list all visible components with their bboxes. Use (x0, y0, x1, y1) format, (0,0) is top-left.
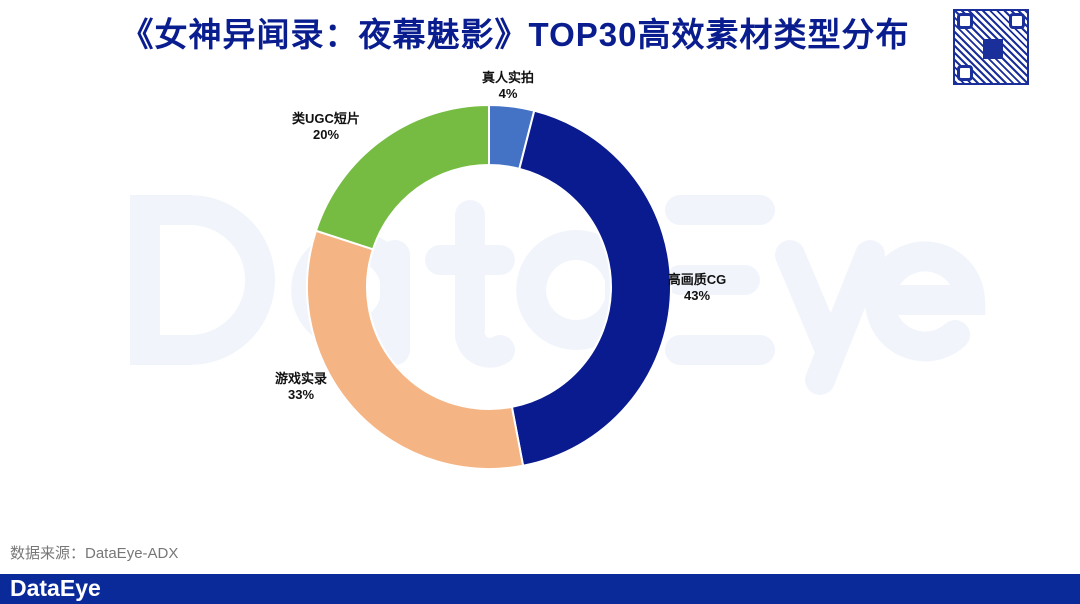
slice-category-label: 类UGC短片 (292, 111, 360, 126)
slice-2 (510, 109, 672, 467)
slice-value-label: 33% (288, 387, 314, 402)
footer-bar: DataEye (0, 574, 1080, 604)
slice-value-label: 20% (313, 127, 339, 142)
qr-code (953, 9, 1029, 85)
slice-category-label: 真人实拍 (482, 70, 534, 85)
slice-3 (306, 229, 525, 470)
slice-category-label: 游戏实录 (275, 371, 327, 386)
data-source: 数据来源：DataEye-ADX (10, 545, 179, 562)
footer-logo: DataEye (10, 575, 101, 601)
slice-4 (314, 103, 490, 251)
slice-value-label: 43% (684, 288, 710, 303)
slice-value-label: 4% (499, 86, 518, 101)
slice-category-label: 高画质CG (668, 272, 727, 287)
page-title: 《女神异闻录：夜幕魅影》TOP30高效素材类型分布 (120, 16, 910, 53)
